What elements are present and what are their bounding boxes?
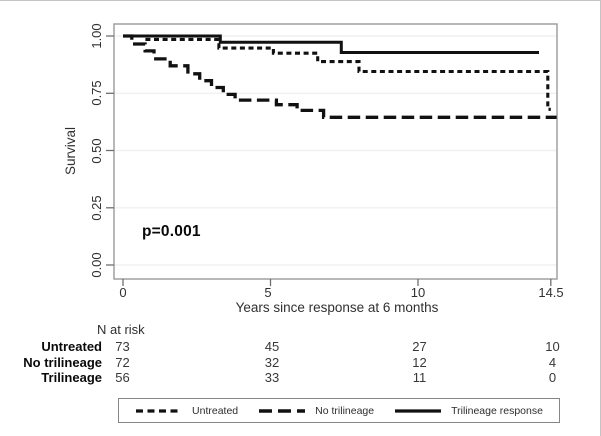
- x-tick-label: 5: [264, 285, 272, 300]
- y-axis-title: Survival: [63, 127, 78, 176]
- y-tick-label: 0.25: [89, 195, 104, 221]
- risk-count: 72: [115, 354, 130, 370]
- risk-count: 45: [264, 339, 280, 354]
- x-tick-label: 0: [119, 285, 127, 300]
- risk-count: 4: [548, 354, 557, 370]
- legend-entry-trilineage-response: Trilineage response: [394, 405, 543, 417]
- risk-count: 56: [115, 370, 130, 385]
- risk-count: 73: [115, 339, 130, 354]
- risk-count: 11: [412, 370, 427, 385]
- curve-untreated: [123, 34, 551, 111]
- risk-count: 32: [264, 354, 280, 370]
- risk-count: 0: [548, 370, 557, 385]
- risk-count: 33: [264, 370, 280, 385]
- curve-no-trilineage: [123, 34, 557, 119]
- risk-count: 10: [545, 339, 560, 354]
- legend-label: Untreated: [192, 404, 239, 417]
- legend-entry-no-trilineage: No trilineage: [258, 405, 374, 417]
- x-tick-label: 14.5: [538, 285, 564, 300]
- y-tick-label: 1.00: [89, 23, 104, 49]
- legend-entry-untreated: Untreated: [135, 405, 238, 417]
- risk-row-label: No trilineage: [23, 354, 102, 370]
- solid-line-sample-icon: [395, 408, 442, 413]
- y-tick-label: 0.50: [89, 137, 104, 164]
- risk-row-label: Trilineage: [41, 370, 102, 385]
- x-tick-label: 10: [410, 285, 426, 300]
- risk-count: 12: [412, 354, 427, 370]
- legend-box: Untreated No trilineage Trilineage respo…: [118, 398, 560, 423]
- x-axis-title: Years since response at 6 months: [235, 300, 439, 315]
- short-dash-line-sample-icon: [136, 408, 183, 413]
- p-value-annotation: p=0.001: [142, 223, 201, 240]
- risk-count: 27: [412, 339, 427, 354]
- legend-label: Trilineage response: [451, 404, 543, 417]
- y-tick-label: 0.75: [89, 80, 104, 106]
- plot-frame: [113, 23, 558, 280]
- long-dash-line-sample-icon: [259, 408, 306, 413]
- risk-table-header: N at risk: [97, 322, 145, 337]
- legend-label: No trilineage: [315, 404, 375, 417]
- curve-trilineage-response: [123, 34, 539, 54]
- risk-row-label: Untreated: [41, 339, 102, 354]
